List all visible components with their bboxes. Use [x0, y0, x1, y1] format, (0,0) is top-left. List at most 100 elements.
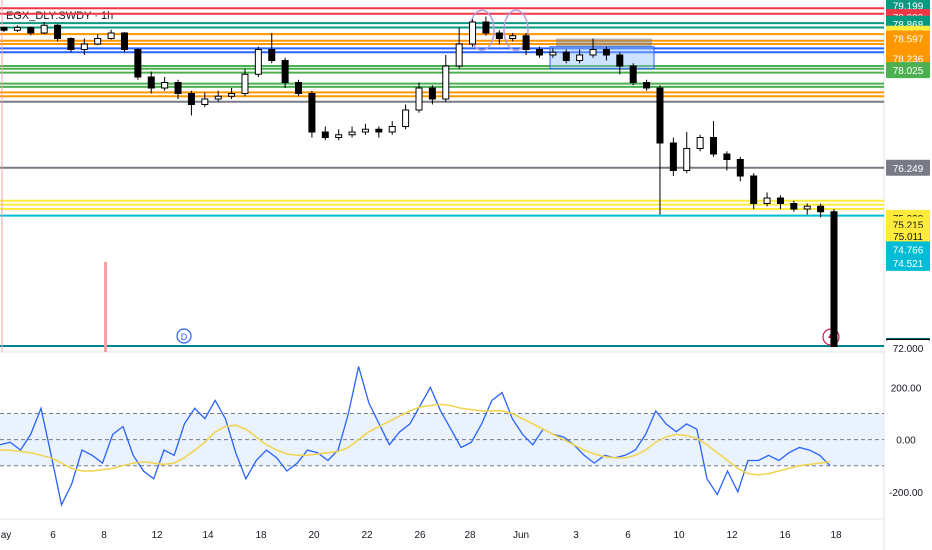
price-label-badge [886, 241, 930, 258]
price-label: 76.249 [893, 164, 924, 175]
candle-body [589, 49, 597, 56]
time-tick-label: 18 [830, 530, 842, 541]
candle-body [94, 38, 102, 45]
time-tick-label: 16 [779, 530, 791, 541]
candle-body [790, 203, 798, 210]
candle-body [696, 137, 704, 149]
price-label-badge [886, 227, 930, 244]
candle-body [388, 126, 396, 133]
osc-tick-label: -200.00 [889, 488, 923, 499]
time-tick-label: 6 [50, 530, 56, 541]
price-label: 75.215 [893, 221, 924, 232]
candle-body [27, 27, 35, 34]
candle-body [67, 38, 75, 50]
candle-body [174, 82, 182, 94]
time-tick-label: Jun [513, 530, 529, 541]
candle-body [656, 87, 664, 144]
candle-body [40, 24, 48, 34]
price-label: 78.025 [893, 66, 924, 77]
time-tick-label: 12 [726, 530, 738, 541]
candle-body [54, 24, 62, 39]
price-label: 72.000 [893, 344, 924, 355]
price-label-badge [886, 159, 930, 176]
osc-tick-label: 200.00 [891, 383, 922, 394]
candle-body [321, 131, 329, 138]
price-label-badge [886, 340, 930, 356]
circle-marker [503, 9, 529, 51]
candle-body [562, 51, 570, 61]
time-tick-label: 26 [414, 530, 426, 541]
time-tick-label: 28 [464, 530, 476, 541]
time-tick-label: 14 [202, 530, 214, 541]
candle-body [281, 60, 289, 83]
candle-body [428, 87, 436, 100]
candle-body [683, 148, 691, 171]
price-label-badge [886, 62, 930, 79]
candle-body [616, 54, 624, 67]
candle-body [455, 43, 463, 67]
candle-body [0, 27, 8, 31]
candle-body [803, 205, 811, 210]
price-label: 74.521 [893, 259, 924, 270]
candle-body [348, 131, 356, 136]
candle-body [134, 49, 142, 78]
price-label: 75.011 [893, 232, 923, 243]
price-label: 78.236 [893, 55, 924, 66]
osc-tick-label: 0.00 [896, 436, 916, 447]
candle-body [335, 134, 343, 138]
candle-body [535, 49, 543, 56]
candle-body [830, 211, 838, 347]
range-box-top [556, 38, 652, 47]
candle-body [415, 87, 423, 111]
time-tick-label: ay [1, 530, 12, 541]
candle-body [763, 197, 771, 204]
candle-body [214, 95, 222, 100]
range-box [549, 46, 655, 70]
candle-body [361, 128, 369, 133]
candle-body [120, 32, 128, 50]
candle-body [254, 49, 262, 75]
candle-body [495, 32, 503, 39]
candle-body [295, 82, 303, 94]
candle-body [161, 82, 169, 89]
price-label-badge [886, 254, 930, 271]
price-label: 78.597 [893, 35, 924, 46]
price-label: 74.766 [893, 245, 924, 256]
price-label: 78.868 [893, 20, 924, 31]
candle-body [375, 128, 383, 133]
candle-body [629, 65, 637, 83]
candle-body [643, 82, 651, 89]
volume-spike [104, 262, 107, 352]
candle-body [147, 76, 155, 89]
candle-body [776, 197, 784, 204]
candle-body [549, 51, 557, 56]
candle-body [482, 21, 490, 34]
candle-body [723, 153, 731, 160]
candle-body [602, 49, 610, 56]
candle-body [228, 93, 236, 97]
time-tick-label: 12 [151, 530, 163, 541]
candle-body [710, 137, 718, 155]
candle-body [509, 35, 517, 39]
candle-body [201, 98, 209, 105]
candle-body [80, 43, 88, 50]
candle-body [469, 21, 477, 45]
candle-body [750, 175, 758, 204]
candle-body [268, 49, 276, 61]
candle-body [442, 65, 450, 100]
time-tick-label: 10 [673, 530, 685, 541]
dividend-letter: D [181, 332, 188, 342]
candle-body [669, 142, 677, 171]
candle-body [817, 205, 825, 213]
time-tick-label: 8 [101, 530, 107, 541]
candle-body [402, 109, 410, 127]
candle-body [308, 93, 316, 133]
time-tick-label: 6 [625, 530, 631, 541]
candle-body [241, 73, 249, 94]
candle-body [576, 54, 584, 61]
osc-series-line [0, 403, 831, 476]
candle-body [187, 93, 195, 105]
price-label: 79.199 [893, 2, 924, 13]
candle-body [736, 159, 744, 177]
